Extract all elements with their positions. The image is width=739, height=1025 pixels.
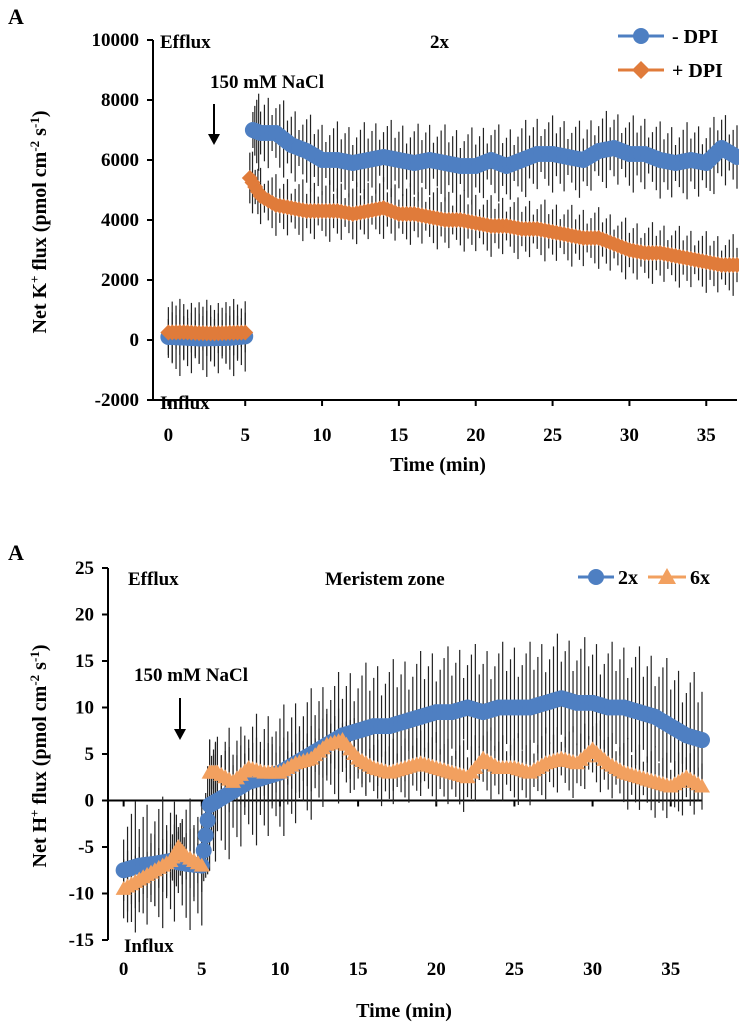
treatment-label: 150 mM NaCl [210,72,324,93]
x-tick-label: 15 [349,959,368,980]
legend-item-2x: 2x [578,567,638,589]
x-tick-label: 0 [164,425,174,446]
x-tick-label: 35 [661,959,680,980]
y-tick-label: 10000 [92,30,140,51]
data-point [193,857,210,872]
y-tick-label: 2000 [101,270,139,291]
y-tick-label: -15 [69,930,94,951]
treatment-label: 150 mM NaCl [134,665,248,686]
data-point [694,778,710,793]
panel-k-flux: A Efflux Influx 2x 150 mM NaCl Net K+ fl… [8,4,739,476]
y-axis-label: Net H+ flux (pmol cm-2 s-1) [27,644,52,867]
legend-item-minus-dpi: - DPI [618,26,718,48]
legend: - DPI + DPI [618,26,723,82]
x-tick-label: 5 [197,959,207,980]
legend-label: 2x [618,567,638,589]
influx-label: Influx [160,393,210,414]
treatment-arrow [208,104,220,145]
influx-label: Influx [124,936,174,957]
x-tick-label: 15 [389,425,408,446]
treatment-arrow [174,698,186,740]
efflux-label: Efflux [160,32,211,53]
x-tick-label: 10 [313,425,332,446]
x-axis-label: Time (min) [356,1000,452,1022]
legend-item-6x: 6x [648,567,710,589]
x-tick-label: 5 [240,425,250,446]
y-tick-label: -5 [78,837,94,858]
x-tick-label: 20 [466,425,485,446]
panel-h-flux: A Efflux Influx Meristem zone 150 mM NaC… [8,540,710,1022]
x-tick-label: 35 [697,425,716,446]
y-tick-label: 25 [75,558,94,579]
data-point [199,812,216,829]
legend-label: - DPI [672,26,718,48]
y-tick-label: 8000 [101,90,139,111]
y-tick-label: 0 [85,791,95,812]
x-tick-label: 10 [270,959,289,980]
y-tick-label: 4000 [101,210,139,231]
data-point [729,257,739,273]
y-tick-label: 15 [75,651,94,672]
x-tick-label: 30 [620,425,639,446]
x-tick-label: 30 [583,959,602,980]
y-axis-label: Net K+ flux (pmol cm-2 s-1) [27,110,52,333]
y-tick-label: 0 [130,330,140,351]
legend-label: 6x [690,567,710,589]
legend-item-plus-dpi: + DPI [618,60,723,82]
x-axis-label: Time (min) [390,454,486,476]
y-tick-label: 5 [85,744,95,765]
x-tick-label: 25 [505,959,524,980]
data-point [729,149,739,165]
panel-label: A [8,540,24,565]
y-tick-label: -2000 [95,390,139,411]
x-tick-label: 25 [543,425,562,446]
y-tick-label: 6000 [101,150,139,171]
panel-label: A [8,4,24,29]
legend-label: + DPI [672,60,723,82]
y-tick-label: 10 [75,698,94,719]
chart-title: Meristem zone [325,569,445,590]
data-point [195,842,212,859]
data-point [237,324,254,341]
legend: 2x 6x [578,567,710,589]
chart-title: 2x [430,32,450,53]
efflux-label: Efflux [128,569,179,590]
x-tick-label: 20 [427,959,446,980]
data-point [197,827,214,844]
y-tick-label: -10 [69,884,94,905]
x-tick-label: 0 [119,959,129,980]
data-point [694,732,710,749]
y-tick-label: 20 [75,605,94,626]
